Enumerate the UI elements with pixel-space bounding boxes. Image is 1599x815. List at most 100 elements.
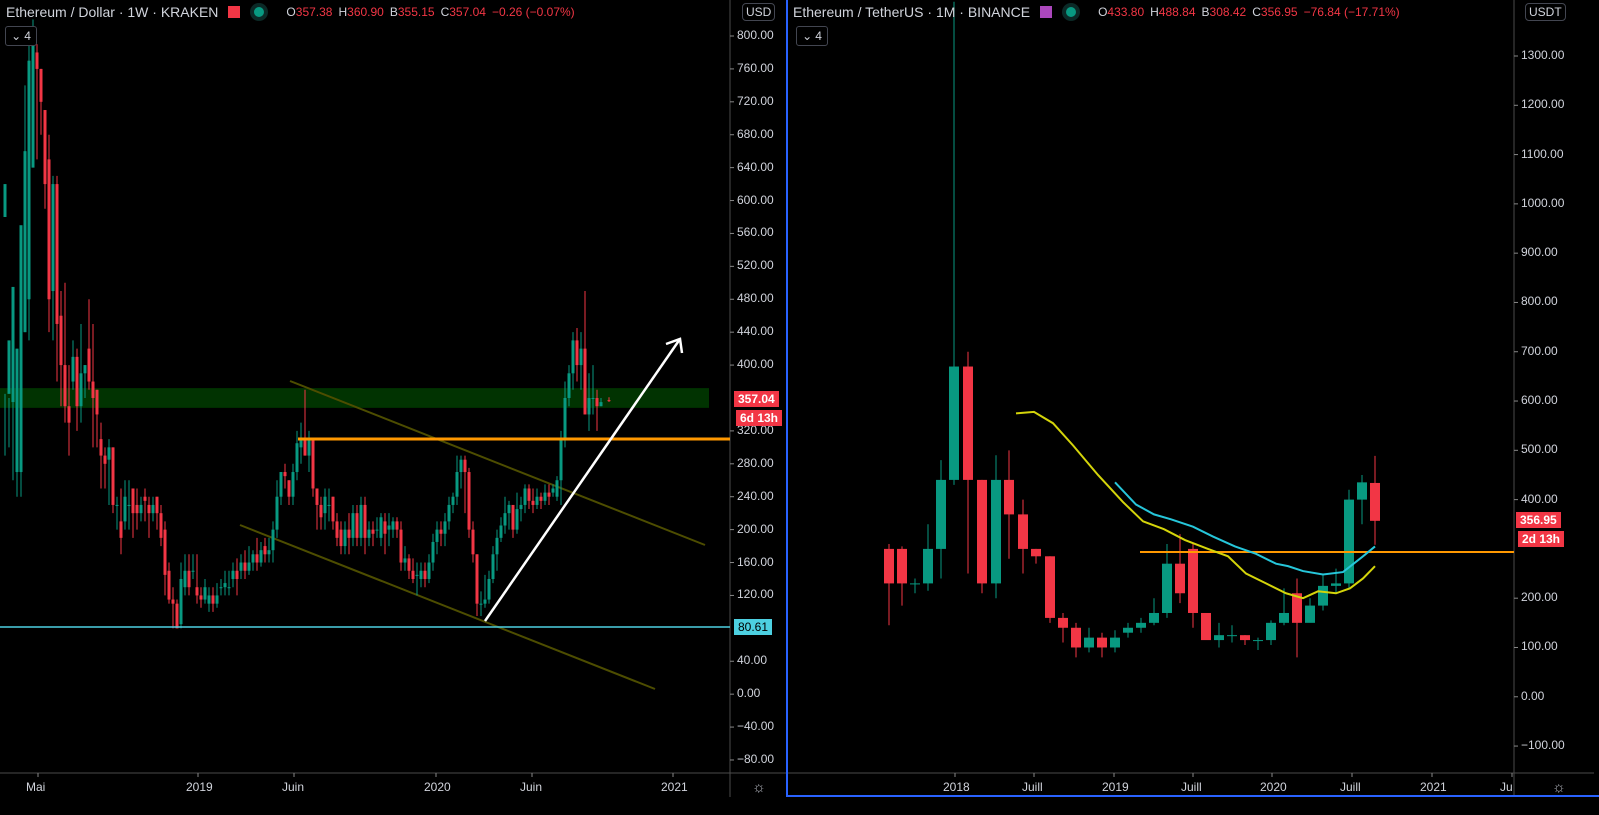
candle [511, 504, 515, 538]
candle [175, 599, 179, 629]
candle [243, 550, 247, 579]
candle [547, 484, 551, 505]
candle [443, 513, 447, 547]
candle [1305, 598, 1315, 623]
change-value: −0.26 (−0.07%) [491, 5, 575, 19]
right-interval[interactable]: 1M [935, 4, 956, 20]
price-tick-label: 1000.00 [1521, 195, 1565, 210]
candle [251, 550, 255, 571]
candle [147, 496, 151, 538]
price-tick-label: 400.00 [1521, 491, 1558, 506]
left-chart-canvas[interactable] [0, 0, 786, 815]
candle [295, 430, 299, 481]
candle [1149, 598, 1159, 626]
candle [607, 397, 611, 402]
price-tick-label: 800.00 [737, 28, 774, 42]
candle [1344, 489, 1354, 589]
left-chart-legend: Ethereum / Dollar · 1W · KRAKEN O 357.38 … [6, 4, 575, 20]
candle [515, 492, 519, 534]
candle [399, 521, 403, 571]
candle [163, 521, 167, 596]
right-chart-canvas[interactable] [788, 0, 1599, 815]
green-zone-rectangle[interactable] [0, 388, 709, 408]
left-symbol-title[interactable]: Ethereum / Dollar [6, 4, 115, 20]
low-label: B [389, 5, 398, 19]
candle [51, 175, 55, 341]
candle [327, 488, 331, 522]
candle [379, 513, 383, 547]
open-label: O [286, 5, 296, 19]
price-tick-label: 0.00 [1521, 688, 1545, 703]
left-chart-pane[interactable]: Ethereum / Dollar · 1W · KRAKEN O 357.38 … [0, 0, 786, 815]
candle [587, 373, 591, 431]
pane-divider[interactable] [786, 0, 788, 797]
trend-arrow-line[interactable] [483, 338, 682, 622]
candle [391, 517, 395, 538]
price-tick-label: 200.00 [737, 521, 774, 536]
price-tick-label: 480.00 [737, 291, 774, 306]
candle [219, 578, 223, 596]
candle [1370, 455, 1380, 545]
chevron-down-icon: ⌄ [802, 29, 813, 43]
price-tick-label: 640.00 [737, 159, 774, 174]
candle [35, 44, 39, 160]
candle [451, 492, 455, 514]
candle [235, 558, 239, 596]
candle [191, 554, 195, 579]
price-tick-label: 440.00 [737, 324, 774, 339]
candle [403, 546, 407, 571]
candle [463, 455, 467, 514]
candle [1214, 622, 1224, 648]
settings-gear-icon[interactable]: ☼ [1552, 779, 1566, 796]
candle [107, 439, 111, 505]
candle [923, 524, 933, 591]
flag-icon[interactable] [228, 6, 241, 18]
currency-button[interactable]: USDT [1525, 3, 1566, 21]
candle [527, 484, 531, 510]
high-value: 360.90 [347, 5, 384, 19]
price-tick-label: 40.00 [737, 653, 768, 668]
candle [977, 479, 987, 594]
price-tick-label: 520.00 [737, 258, 774, 273]
bar-countdown-tag: 2d 13h [1518, 531, 1565, 547]
time-tick-label: 2021 [1420, 780, 1447, 794]
candle [111, 447, 115, 514]
price-tick-label: −100.00 [1521, 738, 1565, 753]
low-label: B [1201, 5, 1210, 19]
separator: · [148, 4, 161, 20]
price-tick-label: 320.00 [737, 422, 774, 437]
right-chart-pane[interactable]: Ethereum / TetherUS · 1M · BINANCE O 433.… [788, 0, 1599, 815]
flag-icon[interactable] [1040, 6, 1053, 18]
candle [79, 323, 83, 423]
left-interval[interactable]: 1W [127, 4, 149, 20]
indicators-collapse-button[interactable]: ⌄ 4 [796, 26, 828, 46]
channel-upper-line[interactable] [289, 380, 706, 546]
price-tick-label: 100.00 [1521, 639, 1558, 654]
time-tick-label: Juin [282, 780, 305, 794]
moving-average-cyan [1114, 481, 1376, 576]
candle [339, 521, 343, 555]
arrow-head-icon [665, 337, 684, 354]
price-tick-label: 600.00 [737, 192, 774, 207]
candle [27, 36, 31, 341]
currency-button[interactable]: USD [742, 3, 776, 21]
channel-lower-line[interactable] [239, 524, 656, 690]
candle [910, 578, 920, 594]
high-label: H [1150, 5, 1159, 19]
candle [595, 389, 599, 431]
candle [1175, 534, 1185, 604]
candle [1240, 635, 1250, 646]
candle [1084, 627, 1094, 653]
candle [19, 225, 23, 497]
settings-gear-icon[interactable]: ☼ [752, 779, 766, 796]
price-tick-label: 0.00 [737, 686, 761, 701]
candle [63, 282, 67, 423]
candle [1045, 556, 1055, 623]
high-value: 488.84 [1158, 5, 1196, 19]
candle [539, 492, 543, 510]
price-tick-label: 200.00 [1521, 590, 1558, 605]
separator: · [114, 4, 128, 20]
candle [1097, 632, 1107, 658]
right-symbol-title[interactable]: Ethereum / TetherUS [793, 4, 924, 20]
indicators-collapse-button[interactable]: ⌄ 4 [5, 26, 37, 46]
